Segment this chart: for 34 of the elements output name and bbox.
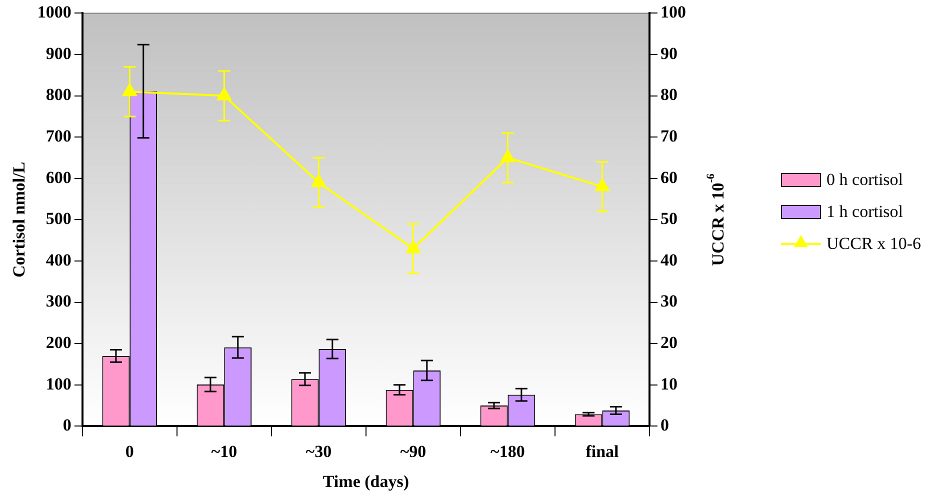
x-tick-label: final	[586, 442, 620, 461]
y2-tick-label: 80	[660, 85, 678, 104]
y-tick-label: 100	[46, 374, 72, 394]
y2-tick-label: 50	[660, 209, 678, 228]
y2-tick-label: 40	[660, 250, 678, 270]
y2-tick-label: 20	[660, 332, 678, 352]
x-tick-label: ~30	[306, 442, 332, 461]
y2-tick-label: 60	[660, 168, 678, 187]
y2-axis-title: UCCR x 10-6	[704, 173, 728, 266]
y2-tick-label: 0	[660, 416, 669, 435]
y-tick-label: 800	[46, 85, 72, 104]
y2-tick-label: 100	[660, 2, 686, 22]
y2-tick-label: 10	[660, 374, 678, 394]
y-tick-label: 500	[46, 209, 72, 228]
x-tick-label: ~180	[490, 442, 525, 461]
y-axis-title: Cortisol nmol/L	[10, 162, 29, 278]
y-tick-label: 200	[46, 332, 72, 352]
y-tick-label: 700	[46, 126, 72, 146]
y2-tick-label: 90	[660, 44, 678, 63]
x-tick-label: 0	[125, 442, 134, 461]
y-tick-label: 600	[46, 168, 72, 187]
y2-tick-label: 30	[660, 292, 678, 311]
y-tick-label: 0	[62, 416, 72, 435]
legend-label: UCCR x 10-6	[826, 234, 921, 254]
y-tick-label: 300	[46, 292, 72, 311]
legend-label: 0 h cortisol	[826, 170, 904, 190]
y-tick-label: 1000	[37, 2, 72, 22]
x-axis-title: Time (days)	[322, 472, 410, 492]
x-tick-label: ~90	[400, 442, 426, 461]
x-tick-label: ~10	[211, 442, 238, 461]
legend-label: 1 h cortisol	[826, 202, 904, 222]
y-tick-label: 400	[46, 250, 72, 270]
y2-tick-label: 70	[660, 126, 678, 146]
y-tick-label: 900	[46, 44, 72, 63]
